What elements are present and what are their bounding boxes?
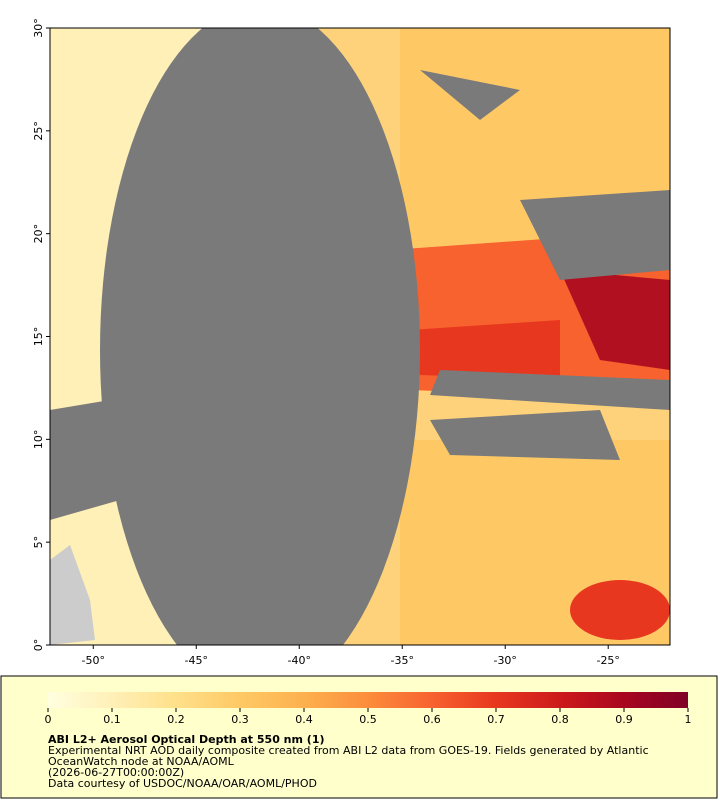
caption-title: ABI L2+ Aerosol Optical Depth at 550 nm … <box>48 733 325 746</box>
x-tick-label: -35° <box>390 654 413 667</box>
colorbar-tick-label: 0.3 <box>231 713 249 726</box>
colorbar-tick-label: 0 <box>45 713 52 726</box>
x-tick-label: -25° <box>596 654 619 667</box>
y-tick-label: 10° <box>32 430 45 450</box>
colorbar-tick-label: 0.9 <box>615 713 633 726</box>
y-tick-label: 0° <box>32 639 45 652</box>
colorbar-tick-label: 0.4 <box>295 713 313 726</box>
y-tick-label: 15° <box>32 327 45 347</box>
caption-line: (2026-06-27T00:00:00Z) <box>48 766 184 779</box>
x-tick-label: -45° <box>185 654 208 667</box>
caption-line: Data courtesy of USDOC/NOAA/OAR/AOML/PHO… <box>48 777 317 790</box>
caption-line: Experimental NRT AOD daily composite cre… <box>48 744 649 757</box>
colorbar-tick-label: 0.7 <box>487 713 505 726</box>
x-tick-label: -30° <box>493 654 516 667</box>
caption-line: OceanWatch node at NOAA/AOML <box>48 755 235 768</box>
colorbar-tick-label: 0.2 <box>167 713 185 726</box>
colorbar-tick-label: 0.8 <box>551 713 569 726</box>
colorbar-tick-label: 0.1 <box>103 713 121 726</box>
y-tick-label: 30° <box>32 18 45 38</box>
y-tick-label: 5° <box>32 536 45 549</box>
colorbar-tick-label: 0.6 <box>423 713 441 726</box>
colorbar-tick-label: 1 <box>685 713 692 726</box>
x-tick-label: -40° <box>288 654 311 667</box>
colorbar <box>48 692 688 708</box>
colorbar-tick-label: 0.5 <box>359 713 377 726</box>
x-tick-label: -50° <box>82 654 105 667</box>
y-tick-label: 25° <box>32 121 45 141</box>
map-image <box>50 28 670 645</box>
y-tick-label: 20° <box>32 224 45 244</box>
